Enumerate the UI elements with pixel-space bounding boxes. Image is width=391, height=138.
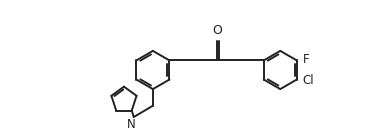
Text: Cl: Cl — [303, 74, 314, 87]
Text: O: O — [213, 24, 222, 37]
Text: F: F — [303, 53, 309, 66]
Text: N: N — [126, 118, 135, 131]
